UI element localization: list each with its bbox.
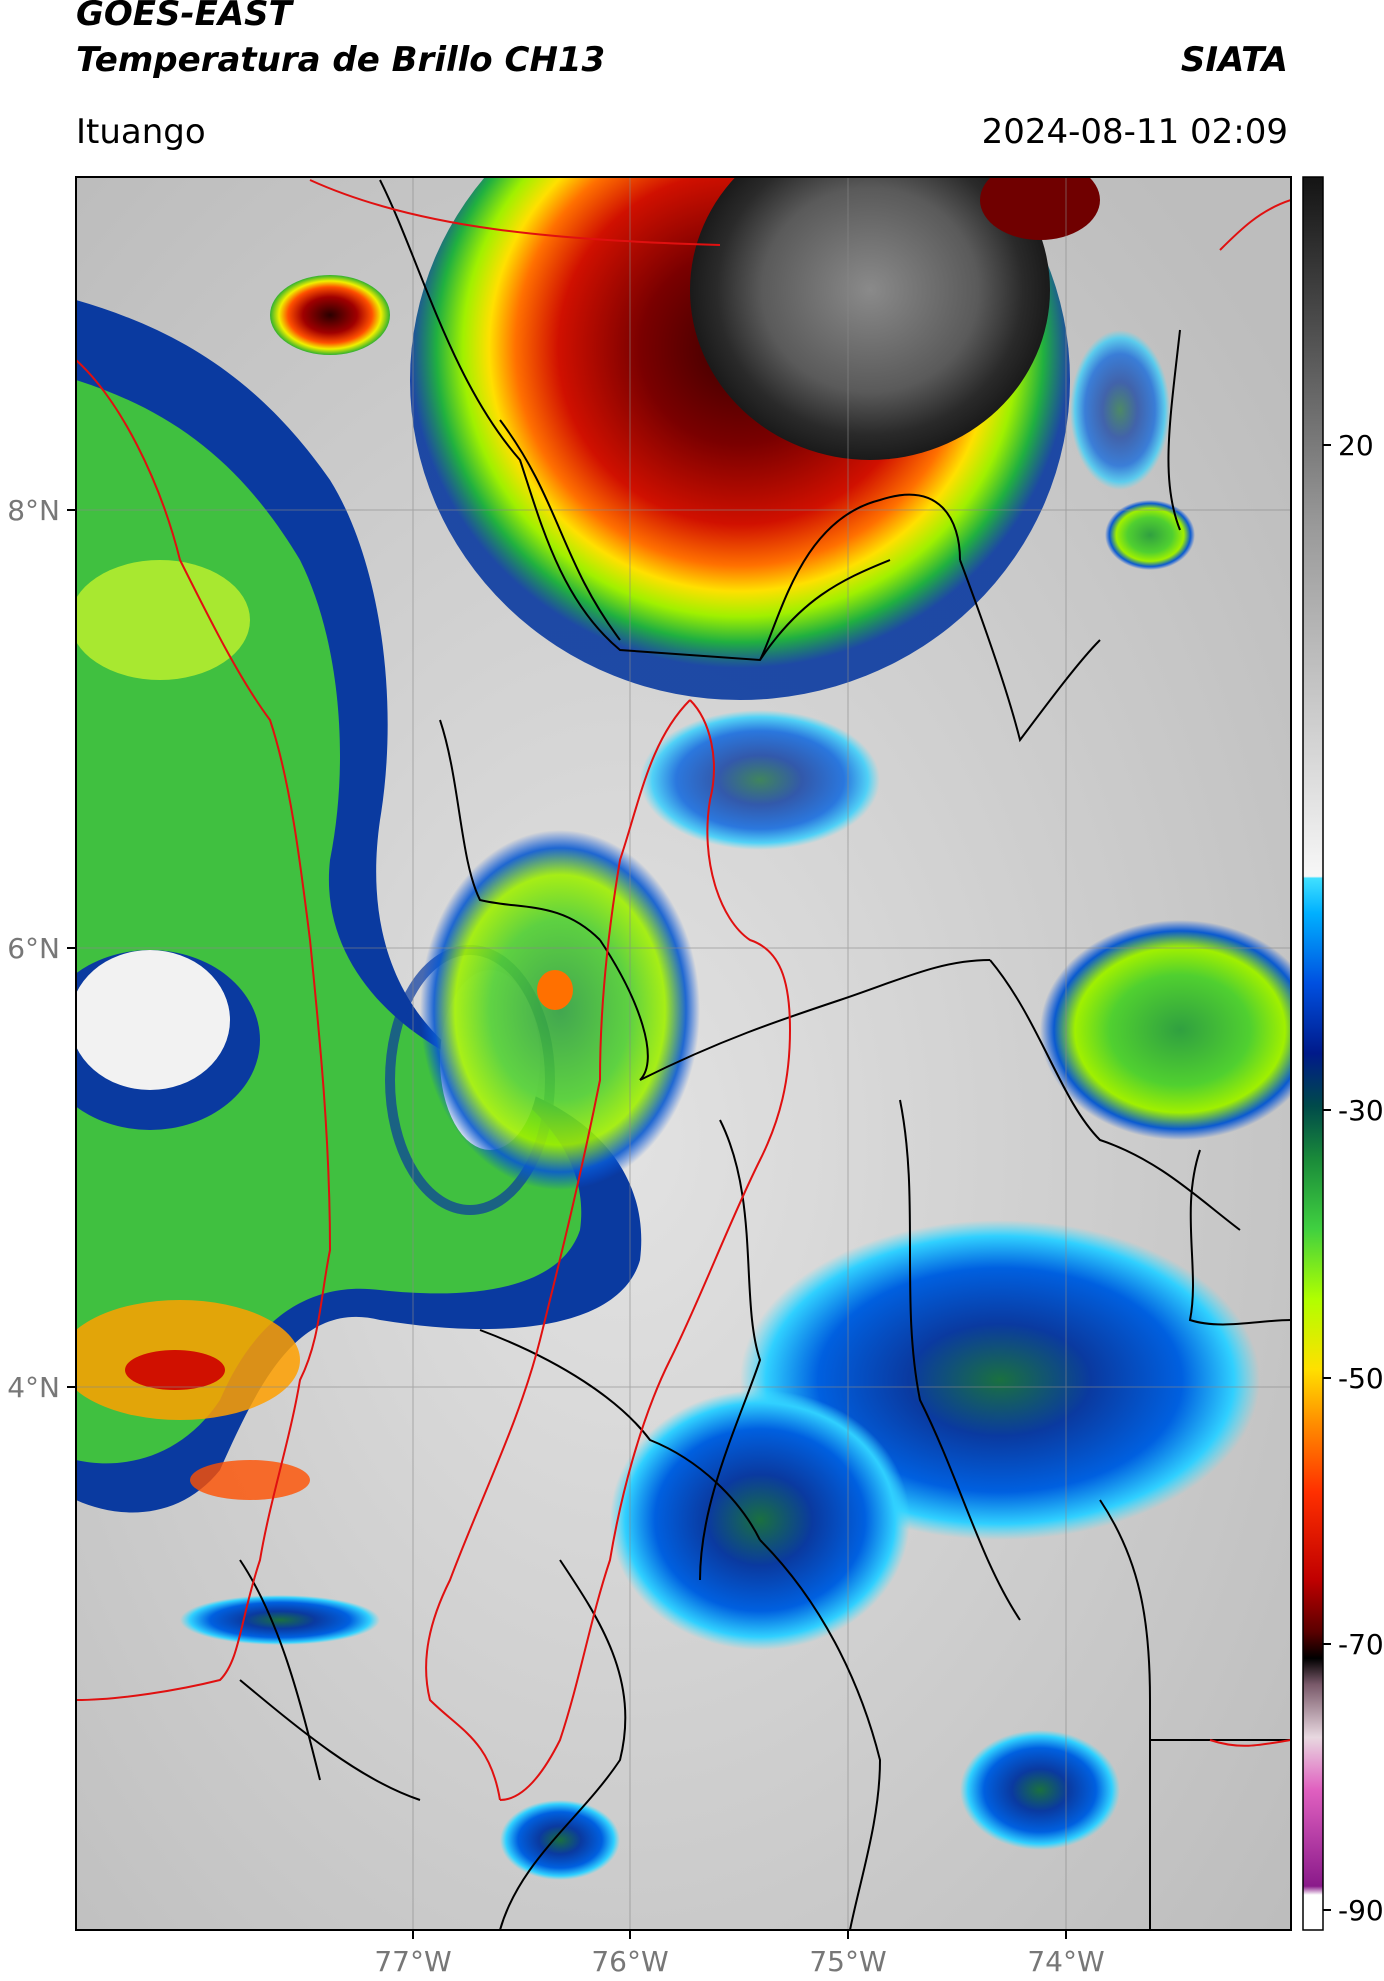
- political-boundaries: [239, 179, 1291, 1930]
- colorbar-tick-label: -90: [1338, 1894, 1384, 1927]
- satellite-title: GOES-EAST: [76, 0, 292, 34]
- colorbar-scale: [1302, 176, 1324, 1931]
- graticule: [76, 177, 1291, 1930]
- lat-tick-label: 6°N: [7, 932, 60, 965]
- lon-tick-label: 75°W: [809, 1945, 886, 1978]
- watershed-outline: [76, 179, 1291, 1801]
- colorbar-tick-label: -50: [1338, 1362, 1384, 1395]
- axis-ticks: [67, 509, 1067, 1939]
- storm-cold-top-gray: [690, 177, 1050, 460]
- lon-tick-label: 76°W: [591, 1945, 668, 1978]
- organization-label: SIATA: [1180, 40, 1288, 80]
- satellite-imagery: [76, 177, 1291, 1930]
- location-label: Ituango: [76, 112, 206, 152]
- lat-tick-label: 4°N: [7, 1371, 60, 1404]
- product-title: Temperatura de Brillo CH13: [76, 40, 606, 80]
- timestamp-label: 2024-08-11 02:09: [981, 112, 1288, 152]
- colorbar-tick-label: -70: [1338, 1628, 1384, 1661]
- lat-tick-label: 8°N: [7, 494, 60, 527]
- colorbar: 20 -30 -50 -70 -90: [1302, 176, 1384, 1931]
- lon-tick-label: 74°W: [1027, 1945, 1104, 1978]
- colorbar-tick-label: -30: [1338, 1094, 1384, 1127]
- colorbar-tick-label: 20: [1338, 429, 1374, 462]
- lon-tick-label: 77°W: [374, 1945, 451, 1978]
- storm-blob-northwest: [270, 275, 390, 355]
- map-frame: [75, 176, 1292, 1931]
